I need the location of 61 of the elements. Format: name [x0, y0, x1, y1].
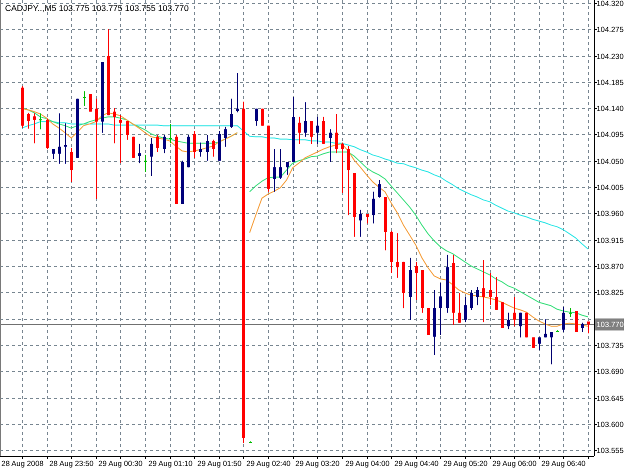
- candlestick: [415, 261, 418, 300]
- candlestick: [52, 148, 55, 160]
- candlestick: [335, 114, 338, 154]
- candlestick: [156, 134, 159, 152]
- candlestick: [310, 120, 313, 144]
- candlestick: [513, 296, 516, 327]
- candlestick: [33, 112, 36, 144]
- candlestick: [581, 322, 584, 333]
- candlestick: [298, 116, 301, 144]
- candlestick: [329, 128, 332, 162]
- candlestick: [347, 146, 350, 216]
- candlestick: [95, 98, 98, 200]
- candlestick: [550, 332, 553, 365]
- candlestick: [464, 296, 467, 323]
- candlestick: [58, 112, 61, 164]
- candlestick: [316, 116, 319, 144]
- candlestick: [322, 116, 325, 144]
- candlestick: [396, 232, 399, 278]
- candlestick: [126, 120, 129, 140]
- candlestick: [495, 276, 498, 310]
- chart-title: CADJPY..,M5 103.775 103.775 103.755 103.770: [5, 3, 189, 13]
- candlestick: [476, 286, 479, 306]
- candlestick: [199, 142, 202, 158]
- candlestick: [193, 130, 196, 158]
- candlestick: [538, 336, 541, 351]
- candlestick: [70, 147, 73, 182]
- candlestick: [224, 126, 227, 148]
- candlestick: [341, 142, 344, 194]
- candlestick: [569, 308, 572, 318]
- candlestick: [507, 312, 510, 330]
- candlestick: [544, 318, 547, 338]
- candlestick: [169, 123, 172, 144]
- candlestick: [439, 282, 442, 336]
- candlestick: [138, 143, 141, 164]
- candlestick: [562, 306, 565, 333]
- candlestick: [378, 180, 381, 198]
- candlestick: [27, 112, 30, 130]
- candlestick: [163, 134, 166, 154]
- candlestick: [470, 289, 473, 310]
- candlestick: [304, 102, 307, 138]
- candlestick: [489, 272, 492, 306]
- candlestick: [372, 191, 375, 224]
- candlestick: [519, 312, 522, 338]
- candlestick: [482, 260, 485, 323]
- candlestick: [230, 98, 233, 129]
- candlestick: [286, 161, 289, 176]
- candlestick: [236, 72, 239, 113]
- candlestick: [144, 154, 147, 172]
- candlestick: [206, 134, 209, 162]
- candlestick: [83, 90, 86, 106]
- candlestick: [458, 292, 461, 324]
- candlestick: [279, 148, 282, 180]
- candlestick: [359, 209, 362, 238]
- candlestick: [212, 139, 215, 158]
- candlestick: [587, 321, 590, 334]
- candlestick: [255, 108, 258, 126]
- candlestick: [150, 137, 153, 176]
- candlestick: [273, 148, 276, 192]
- candlestick: [39, 112, 42, 130]
- candlestick: [119, 114, 122, 164]
- candlestick: [113, 108, 116, 144]
